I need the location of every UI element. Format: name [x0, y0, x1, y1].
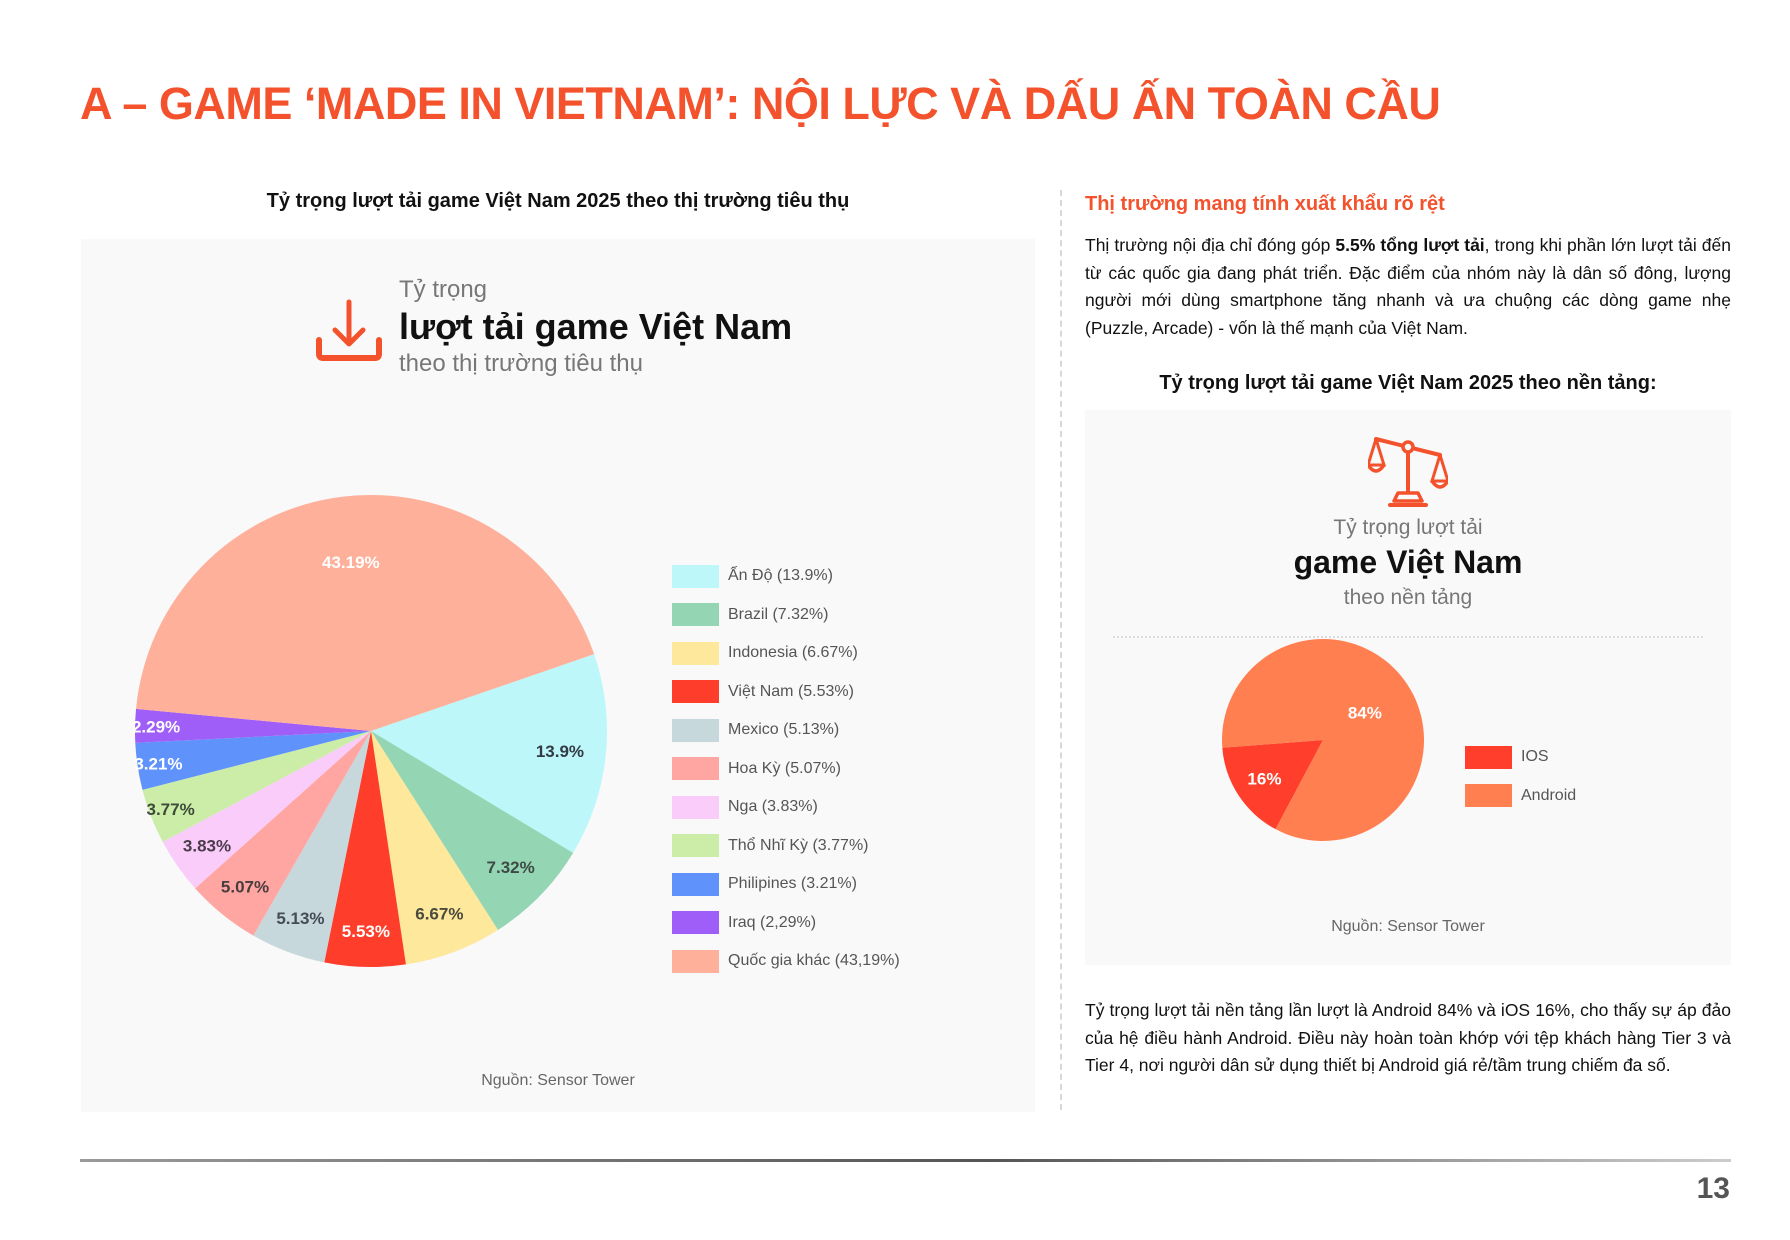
legend-item: Hoa Kỳ (5.07%): [672, 750, 900, 789]
pie-slice-label: 5.53%: [342, 922, 390, 941]
pie-slice-label: 3.83%: [183, 836, 231, 855]
legend-swatch: [672, 757, 719, 781]
legend-item: Quốc gia khác (43,19%): [672, 942, 900, 981]
pie-slice: [371, 654, 607, 853]
legend-item: Philipines (3.21%): [672, 865, 900, 904]
pie-slice-label: 84%: [1348, 704, 1382, 723]
legend-label: Indonesia (6.67%): [728, 644, 858, 662]
legend-swatch: [672, 911, 719, 935]
legend-swatch: [672, 603, 719, 627]
market-share-pie: 13.9% 7.32% 6.67% 5.53% 5.13% 5.07% 3.83% 3.77%…: [132, 494, 607, 967]
pie-slice-label: 13.9%: [536, 742, 584, 761]
pie-slice-label: 5.13%: [276, 909, 324, 928]
column-divider: [1060, 190, 1062, 1110]
para1-text: Thị trường nội địa chỉ đóng góp: [1085, 235, 1336, 255]
legend-label: Thổ Nhĩ Kỳ (3.77%): [728, 836, 869, 854]
pie-slice: [1222, 740, 1323, 830]
pie-slice: [135, 708, 371, 743]
pie-slice: [136, 494, 595, 731]
market-chart-header: Tỷ trọng lượt tải game Việt Nam theo thị…: [309, 275, 792, 379]
page-title: A – GAME ‘MADE IN VIETNAM’: NỘI LỰC VÀ D…: [80, 78, 1441, 129]
pie-slice: [371, 731, 574, 930]
pie-slice-label: 6.67%: [415, 905, 463, 924]
legend-item: Ấn Độ (13.9%): [672, 557, 900, 596]
legend-label: IOS: [1521, 748, 1549, 766]
para1-highlight: 5.5% tổng lượt tải: [1335, 235, 1485, 255]
download-icon: [316, 299, 382, 361]
pie-slice-label: 3.77%: [146, 800, 194, 819]
legend-label: Nga (3.83%): [728, 798, 818, 816]
export-market-heading: Thị trường mang tính xuất khẩu rõ rệt: [1085, 193, 1445, 215]
pie-slice: [253, 731, 371, 963]
pie-slice-label: 5.07%: [221, 877, 269, 896]
legend-label: Hoa Kỳ (5.07%): [728, 759, 841, 777]
legend-swatch: [672, 680, 719, 704]
legend-label: Iraq (2,29%): [728, 913, 817, 931]
legend-swatch: [672, 834, 719, 858]
platform-chart-heading: Tỷ trọng lượt tải game Việt Nam 2025 the…: [1159, 372, 1657, 394]
dotted-separator: [1113, 636, 1703, 638]
legend-item: Thổ Nhĩ Kỳ (3.77%): [672, 827, 900, 866]
platform-chart-main-title: game Việt Nam: [1293, 544, 1523, 580]
pie-slice-label: 7.32%: [487, 858, 535, 877]
market-chart-source: Nguồn: Sensor Tower: [481, 1072, 635, 1089]
platform-chart-panel: Tỷ trọng lượt tải game Việt Nam theo nền…: [1085, 410, 1731, 965]
legend-item: Android: [1465, 777, 1576, 816]
export-market-paragraph: Thị trường nội địa chỉ đóng góp 5.5% tổn…: [1085, 232, 1731, 342]
market-chart-sub2: theo thị trường tiêu thụ: [399, 350, 643, 377]
pie-slice: [371, 731, 498, 965]
legend-swatch: [672, 872, 719, 896]
pie-slice-label: 3.21%: [134, 754, 182, 773]
legend-label: Việt Nam (5.53%): [728, 682, 854, 700]
legend-label: Philipines (3.21%): [728, 875, 857, 893]
legend-label: Mexico (5.13%): [728, 721, 840, 739]
legend-swatch: [672, 795, 719, 819]
legend-swatch: [672, 641, 719, 665]
market-share-chart-panel: Tỷ trọng lượt tải game Việt Nam theo thị…: [81, 239, 1035, 1112]
pie-slice: [135, 731, 371, 790]
legend-item: Việt Nam (5.53%): [672, 673, 900, 712]
platform-chart-source: Nguồn: Sensor Tower: [1331, 918, 1485, 935]
pie-slice: [324, 731, 406, 967]
legend-swatch: [672, 949, 719, 973]
legend-item: IOS: [1465, 738, 1576, 777]
platform-chart-sub1: Tỷ trọng lượt tải: [1333, 516, 1483, 539]
legend-item: Brazil (7.32%): [672, 596, 900, 635]
pie-slice: [1222, 639, 1424, 841]
legend-item: Iraq (2,29%): [672, 904, 900, 943]
legend-swatch: [672, 564, 719, 588]
pie-slice: [142, 731, 371, 842]
platform-share-pie: 16% 84%: [1222, 639, 1424, 841]
platform-paragraph: Tỷ trọng lượt tải nền tảng lần lượt là A…: [1085, 1000, 1731, 1075]
legend-label: Android: [1521, 786, 1577, 804]
legend-item: Nga (3.83%): [672, 788, 900, 827]
left-chart-heading: Tỷ trọng lượt tải game Việt Nam 2025 the…: [266, 190, 850, 212]
pie-slice-label: 16%: [1247, 769, 1281, 788]
legend-item: Mexico (5.13%): [672, 711, 900, 750]
pie-slice-label: 2.29%: [132, 717, 180, 736]
platform-chart-sub2: theo nền tảng: [1343, 586, 1473, 609]
pie-slice-label: 43.19%: [322, 553, 380, 572]
legend-swatch: [1465, 784, 1512, 808]
legend-label: Brazil (7.32%): [728, 605, 829, 623]
pie-slice: [195, 731, 371, 936]
market-chart-main-title: lượt tải game Việt Nam: [399, 306, 793, 347]
scale-icon: [1368, 437, 1448, 507]
legend-item: Indonesia (6.67%): [672, 634, 900, 673]
footer-divider: [80, 1159, 1731, 1162]
legend-swatch: [672, 718, 719, 742]
legend-label: Ấn Độ (13.9%): [728, 567, 833, 585]
platform-share-legend: IOS Android: [1465, 738, 1576, 815]
page-number: 13: [1696, 1172, 1730, 1205]
para1-text-end: , trong khi phần lớn lượt tải đến từ các…: [1085, 235, 1731, 338]
market-chart-sub1: Tỷ trọng: [399, 276, 488, 303]
legend-label: Quốc gia khác (43,19%): [728, 952, 900, 970]
legend-swatch: [1465, 745, 1512, 769]
market-share-legend: Ấn Độ (13.9%) Brazil (7.32%) Indonesia (6.…: [672, 557, 900, 981]
pie-slice: [162, 731, 371, 889]
